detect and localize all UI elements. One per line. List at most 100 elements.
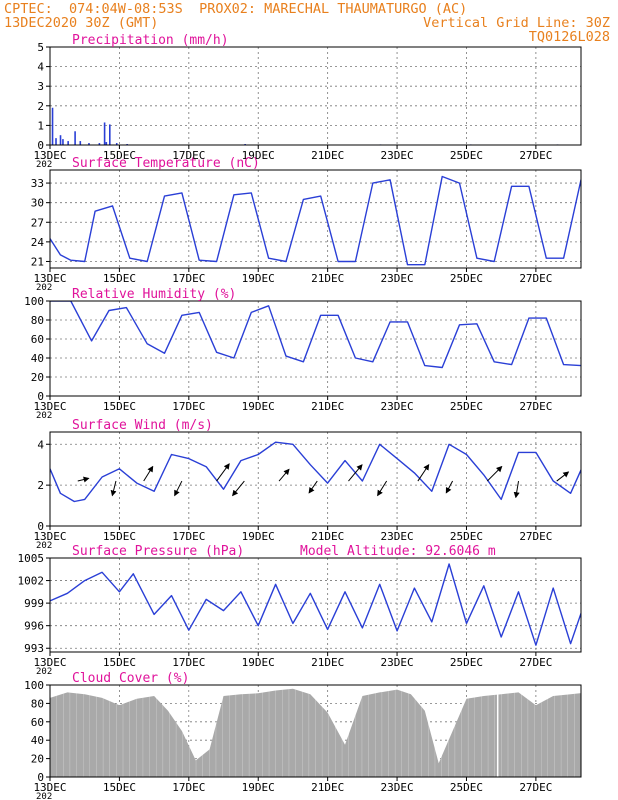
x-tick-label: 13DEC — [33, 530, 66, 543]
wind-arrow — [377, 480, 388, 497]
x-tick-label: 13DEC — [33, 781, 66, 794]
x-tick-label: 25DEC — [450, 530, 483, 543]
wind-arrow — [486, 465, 503, 482]
panel-0 — [46, 46, 582, 149]
wind-arrow — [445, 480, 454, 494]
wind-arrow — [308, 480, 318, 494]
wind-arrow — [417, 464, 430, 482]
wind-arrow — [348, 464, 363, 482]
plot-area — [50, 685, 581, 777]
y-tick-label: 21 — [31, 255, 44, 268]
x-tick-label: 25DEC — [450, 272, 483, 285]
wind-arrow — [278, 468, 290, 482]
wind-arrow — [216, 463, 230, 482]
plot-area — [50, 441, 581, 503]
y-tick-label: 0 — [37, 771, 44, 784]
wind-arrow — [143, 465, 154, 482]
x-tick-label: 17DEC — [172, 781, 205, 794]
y-tick-label: 20 — [31, 371, 44, 384]
panel-1 — [46, 169, 582, 272]
x-tick-label: 25DEC — [450, 781, 483, 794]
x-tick-label: 19DEC — [242, 149, 275, 162]
x-tick-label: 17DEC — [172, 400, 205, 413]
wind-arrow — [232, 480, 245, 497]
x-tick-label: 19DEC — [242, 400, 275, 413]
series-line — [50, 301, 581, 369]
y-tick-label: 80 — [31, 697, 44, 710]
wind-arrow — [513, 480, 520, 499]
x-tick-label: 17DEC — [172, 530, 205, 543]
x-tick-label: 13DEC — [33, 400, 66, 413]
panel-title: Precipitation (mm/h) — [72, 33, 229, 48]
header-grid-line: Vertical Grid Line: 30Z — [423, 15, 610, 31]
plot-area — [51, 107, 559, 145]
x-tick-label: 23DEC — [380, 272, 413, 285]
x-tick-label: 19DEC — [242, 530, 275, 543]
x-tick-label: 27DEC — [519, 400, 552, 413]
header-station: CPTEC: 074:04W-08:53S PROX02: MARECHAL T… — [4, 1, 468, 17]
y-tick-label: 24 — [31, 236, 45, 249]
x-tick-label: 23DEC — [380, 530, 413, 543]
x-year-label: 202 — [36, 541, 52, 551]
wind-arrow — [77, 476, 90, 483]
x-tick-label: 25DEC — [450, 149, 483, 162]
x-year-label: 202 — [36, 160, 52, 170]
x-tick-label: 13DEC — [33, 272, 66, 285]
y-tick-label: 4 — [37, 61, 44, 74]
y-tick-label: 60 — [31, 716, 44, 729]
y-tick-label: 100 — [24, 295, 44, 308]
y-tick-label: 2 — [37, 479, 44, 492]
plot-area — [50, 563, 581, 646]
x-tick-label: 25DEC — [450, 400, 483, 413]
precip-bar — [59, 135, 62, 145]
precip-bar — [88, 143, 90, 145]
x-tick-label: 15DEC — [103, 781, 136, 794]
y-tick-label: 30 — [31, 197, 44, 210]
y-tick-label: 40 — [31, 734, 44, 747]
series-line — [50, 441, 581, 503]
panel-annotation: Model Altitude: 92.6046 m — [300, 544, 496, 559]
precip-bar — [62, 139, 64, 145]
panel-2 — [46, 300, 582, 400]
series-line — [50, 563, 581, 646]
x-year-label: 202 — [36, 792, 52, 800]
y-tick-label: 0 — [37, 390, 44, 403]
header-model-code: TQ0126L028 — [528, 29, 610, 45]
x-tick-label: 17DEC — [172, 149, 205, 162]
x-tick-label: 21DEC — [311, 530, 344, 543]
panel-frame — [49, 169, 582, 269]
precip-bar — [98, 143, 101, 145]
x-tick-label: 21DEC — [311, 400, 344, 413]
x-tick-label: 21DEC — [311, 149, 344, 162]
precip-bar — [115, 143, 118, 145]
x-tick-label: 27DEC — [519, 149, 552, 162]
panel-frame — [49, 46, 582, 146]
x-tick-label: 27DEC — [519, 272, 552, 285]
x-tick-label: 17DEC — [172, 272, 205, 285]
y-tick-label: 20 — [31, 753, 44, 766]
y-tick-label: 80 — [31, 314, 44, 327]
panel-frame — [49, 431, 582, 527]
cloud-area — [50, 688, 581, 777]
x-year-label: 202 — [36, 411, 52, 421]
panel-title: Surface Wind (m/s) — [72, 418, 213, 433]
y-tick-label: 27 — [31, 216, 44, 229]
x-tick-label: 15DEC — [103, 530, 136, 543]
precip-bar — [109, 124, 111, 145]
y-tick-label: 33 — [31, 177, 44, 190]
x-tick-label: 21DEC — [311, 272, 344, 285]
x-tick-label: 27DEC — [519, 781, 552, 794]
y-tick-label: 1 — [37, 119, 44, 132]
wind-arrow — [110, 480, 117, 497]
x-tick-label: 13DEC — [33, 149, 66, 162]
precip-bar — [79, 141, 82, 145]
y-tick-label: 100 — [24, 679, 44, 692]
panel-title: Relative Humidity (%) — [72, 287, 236, 302]
precip-bar — [67, 141, 69, 145]
x-tick-label: 15DEC — [103, 272, 136, 285]
panel-title: Cloud Cover (%) — [72, 671, 189, 686]
precip-bar — [55, 138, 57, 145]
y-tick-label: 996 — [24, 620, 44, 633]
precip-bar — [51, 107, 54, 145]
